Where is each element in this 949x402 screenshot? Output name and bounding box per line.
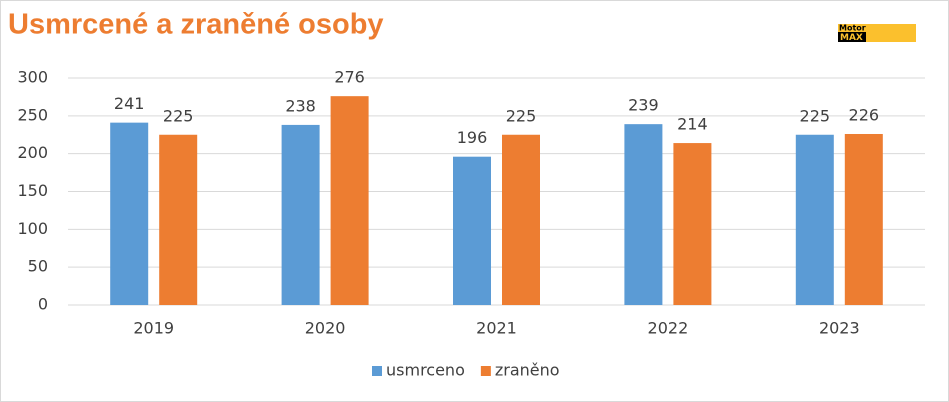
value-label: 239 bbox=[628, 96, 659, 115]
value-label: 214 bbox=[677, 115, 708, 134]
x-tick-label: 2020 bbox=[305, 319, 346, 338]
legend-label: usmrceno bbox=[386, 361, 465, 380]
y-tick-label: 150 bbox=[17, 181, 48, 200]
y-tick-label: 0 bbox=[38, 295, 48, 314]
bar bbox=[453, 156, 491, 305]
value-label: 225 bbox=[800, 106, 831, 125]
bar bbox=[159, 134, 198, 305]
x-tick-label: 2019 bbox=[133, 319, 174, 338]
bar bbox=[281, 124, 320, 305]
x-tick-label: 2022 bbox=[648, 319, 689, 338]
y-tick-label: 300 bbox=[17, 68, 48, 87]
bar bbox=[502, 134, 540, 305]
value-label: 225 bbox=[506, 106, 537, 125]
y-tick-label: 200 bbox=[17, 143, 48, 162]
value-label: 241 bbox=[114, 94, 145, 113]
chart-title: Usmrcené a zraněné osoby bbox=[8, 9, 384, 41]
logo-box bbox=[838, 32, 866, 42]
y-tick-label: 100 bbox=[17, 219, 48, 238]
legend-label: zraněno bbox=[495, 361, 560, 380]
x-tick-label: 2023 bbox=[819, 319, 860, 338]
logo-bottom: MAX bbox=[840, 33, 863, 43]
x-tick-label: 2021 bbox=[476, 319, 517, 338]
bar bbox=[844, 133, 883, 305]
legend-swatch bbox=[372, 366, 382, 376]
bar bbox=[330, 96, 369, 305]
value-label: 238 bbox=[285, 96, 316, 115]
bar bbox=[110, 122, 149, 305]
logo: Motor MAX bbox=[838, 24, 916, 43]
logo-top: Motor bbox=[839, 24, 866, 33]
bar bbox=[624, 124, 663, 305]
legend-swatch bbox=[480, 366, 491, 376]
bar bbox=[673, 143, 712, 305]
value-label: 226 bbox=[849, 105, 880, 124]
value-label: 196 bbox=[457, 128, 488, 147]
value-label: 225 bbox=[163, 106, 194, 125]
y-tick-label: 50 bbox=[28, 257, 48, 276]
value-label: 276 bbox=[334, 68, 365, 87]
y-tick-label: 250 bbox=[17, 105, 48, 124]
bar bbox=[795, 134, 834, 305]
